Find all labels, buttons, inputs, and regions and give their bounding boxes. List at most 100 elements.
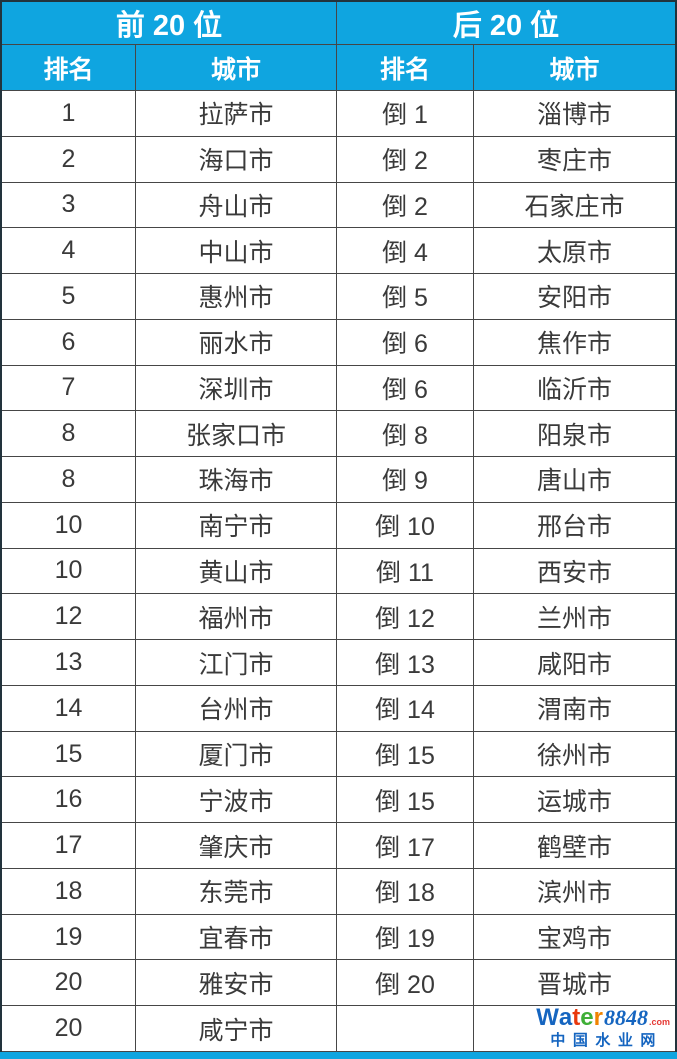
rank-cell: 倒 11 — [337, 548, 474, 595]
city-cell: 临沂市 — [474, 366, 675, 412]
rank-cell: 14 — [2, 685, 136, 732]
city-cell: 珠海市 — [136, 457, 337, 503]
rank-cell: 倒 13 — [337, 640, 474, 686]
logo-letter: W — [536, 1004, 559, 1031]
rank-cell: 倒 2 — [337, 136, 474, 183]
city-cell: 阳泉市 — [474, 411, 675, 458]
city-cell: 江门市 — [136, 640, 337, 686]
city-cell: 张家口市 — [136, 411, 337, 458]
left-title-top20: 前 20 位 — [2, 2, 337, 45]
rank-cell: 1 — [2, 91, 136, 137]
city-cell: 安阳市 — [474, 274, 675, 320]
rank-cell: 2 — [2, 136, 136, 183]
city-cell: 淄博市 — [474, 91, 675, 137]
rank-cell: 倒 6 — [337, 319, 474, 366]
right-title-bottom20: 后 20 位 — [337, 2, 675, 45]
rank-cell — [337, 1006, 474, 1052]
city-cell — [474, 1006, 675, 1052]
logo-subtitle-china-water-net: 中国水业网 — [550, 1032, 663, 1049]
rank-cell: 倒 5 — [337, 274, 474, 320]
rank-cell: 16 — [2, 777, 136, 824]
rank-cell: 20 — [2, 960, 136, 1007]
rank-cell: 13 — [2, 640, 136, 686]
city-cell: 中山市 — [136, 228, 337, 275]
rank-cell: 7 — [2, 365, 136, 412]
rank-cell: 倒 14 — [337, 685, 474, 732]
city-cell: 深圳市 — [136, 365, 337, 412]
logo-dotcom: .com — [648, 1017, 670, 1027]
city-cell: 肇庆市 — [136, 823, 337, 869]
rank-cell: 8 — [2, 457, 136, 503]
rank-cell: 倒 15 — [337, 777, 474, 824]
city-cell: 东莞市 — [136, 868, 337, 915]
logo-letter: e — [580, 1004, 594, 1031]
rank-cell: 倒 2 — [337, 182, 474, 229]
logo-letter: t — [572, 1004, 581, 1031]
rank-cell: 18 — [2, 868, 136, 915]
rank-cell: 4 — [2, 228, 136, 275]
city-cell: 徐州市 — [474, 732, 675, 778]
rank-cell: 倒 19 — [337, 914, 474, 961]
city-cell: 南宁市 — [136, 502, 337, 549]
column-header-rank-left: 排名 — [2, 45, 136, 91]
rank-cell: 5 — [2, 274, 136, 320]
city-cell: 雅安市 — [136, 960, 337, 1007]
column-header-city-right: 城市 — [474, 45, 675, 91]
city-cell: 丽水市 — [136, 319, 337, 366]
rank-cell: 6 — [2, 319, 136, 366]
rank-cell: 10 — [2, 548, 136, 595]
rank-cell: 倒 1 — [337, 91, 474, 137]
rank-cell: 19 — [2, 914, 136, 961]
city-cell: 咸宁市 — [136, 1006, 337, 1052]
rank-cell: 倒 17 — [337, 823, 474, 869]
city-cell: 宜春市 — [136, 914, 337, 961]
rank-cell: 3 — [2, 182, 136, 229]
rank-cell: 20 — [2, 1006, 136, 1052]
city-cell: 运城市 — [474, 777, 675, 824]
bottom-accent-bar — [0, 1052, 677, 1059]
column-header-city-left: 城市 — [136, 45, 337, 91]
rank-cell: 倒 4 — [337, 228, 474, 275]
city-cell: 福州市 — [136, 594, 337, 641]
rank-cell: 15 — [2, 731, 136, 778]
rank-cell: 倒 10 — [337, 502, 474, 549]
city-cell: 石家庄市 — [474, 183, 675, 229]
city-cell: 枣庄市 — [474, 137, 675, 183]
rank-cell: 倒 8 — [337, 411, 474, 458]
city-cell: 西安市 — [474, 549, 675, 595]
city-cell: 兰州市 — [474, 594, 675, 641]
city-cell: 宁波市 — [136, 777, 337, 824]
rank-cell: 12 — [2, 594, 136, 641]
city-cell: 焦作市 — [474, 320, 675, 366]
city-cell: 惠州市 — [136, 274, 337, 320]
column-header-rank-right: 排名 — [337, 45, 474, 91]
rank-cell: 倒 18 — [337, 868, 474, 915]
city-cell: 渭南市 — [474, 686, 675, 732]
city-cell: 滨州市 — [474, 869, 675, 915]
city-cell: 拉萨市 — [136, 91, 337, 137]
city-cell: 邢台市 — [474, 503, 675, 549]
rank-cell: 8 — [2, 411, 136, 458]
logo-letter: r — [593, 1004, 603, 1031]
rank-cell: 倒 6 — [337, 365, 474, 412]
city-cell: 舟山市 — [136, 182, 337, 229]
rank-cell: 倒 20 — [337, 960, 474, 1007]
city-cell: 鹤壁市 — [474, 823, 675, 869]
city-cell: 黄山市 — [136, 548, 337, 595]
rank-cell: 倒 12 — [337, 594, 474, 641]
rank-cell: 倒 9 — [337, 457, 474, 503]
city-cell: 海口市 — [136, 136, 337, 183]
city-cell: 宝鸡市 — [474, 915, 675, 961]
city-cell: 晋城市 — [474, 960, 675, 1007]
city-cell: 唐山市 — [474, 457, 675, 503]
rank-cell: 倒 15 — [337, 731, 474, 778]
rank-cell: 10 — [2, 502, 136, 549]
rank-cell: 17 — [2, 823, 136, 869]
city-cell: 台州市 — [136, 685, 337, 732]
city-cell: 咸阳市 — [474, 640, 675, 686]
logo-number: 8848 — [603, 1005, 648, 1030]
